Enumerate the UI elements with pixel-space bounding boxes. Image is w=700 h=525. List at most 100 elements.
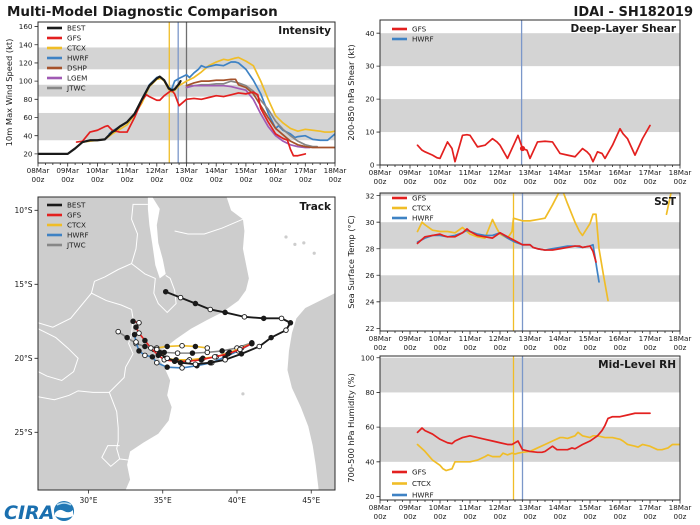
country-border: [174, 218, 244, 235]
svg-text:GFS: GFS: [412, 25, 427, 34]
svg-text:00z: 00z: [584, 343, 597, 352]
svg-text:00z: 00z: [210, 175, 223, 184]
svg-text:14Mar: 14Mar: [549, 168, 572, 177]
svg-text:00z: 00z: [644, 343, 657, 352]
svg-text:16Mar: 16Mar: [609, 168, 632, 177]
svg-text:16Mar: 16Mar: [609, 503, 632, 512]
landmass: [38, 197, 249, 490]
svg-text:00z: 00z: [374, 177, 387, 186]
svg-text:09Mar: 09Mar: [399, 168, 422, 177]
svg-text:00z: 00z: [374, 512, 387, 521]
track-marker: [268, 334, 274, 341]
svg-text:00z: 00z: [434, 512, 447, 521]
svg-text:GFS: GFS: [412, 194, 427, 203]
track-marker: [222, 357, 228, 363]
svg-text:09Mar: 09Mar: [399, 503, 422, 512]
svg-text:GFS: GFS: [67, 34, 82, 43]
track-marker: [198, 357, 205, 363]
track-marker: [142, 343, 148, 350]
intensity-title: Intensity: [278, 25, 331, 37]
svg-text:16Mar: 16Mar: [609, 334, 632, 343]
svg-text:45°E: 45°E: [302, 496, 320, 505]
svg-text:20: 20: [365, 492, 375, 501]
svg-text:08Mar: 08Mar: [369, 168, 392, 177]
svg-text:32: 32: [365, 191, 374, 200]
svg-text:14Mar: 14Mar: [205, 166, 228, 175]
svg-text:17Mar: 17Mar: [639, 503, 662, 512]
track-marker: [278, 315, 285, 322]
svg-text:LGEM: LGEM: [67, 74, 87, 83]
series-line-GFS: [416, 227, 597, 263]
svg-text:00z: 00z: [434, 343, 447, 352]
svg-text:12Mar: 12Mar: [489, 503, 512, 512]
svg-text:00z: 00z: [269, 175, 282, 184]
svg-text:17Mar: 17Mar: [294, 166, 317, 175]
track-marker: [207, 306, 214, 313]
track-marker: [115, 328, 121, 335]
track-marker: [154, 346, 160, 353]
track-marker: [164, 343, 170, 350]
svg-text:15Mar: 15Mar: [235, 166, 258, 175]
svg-text:11Mar: 11Mar: [459, 503, 482, 512]
series-line-GFS: [416, 124, 651, 163]
legend: GFS CTCX HWRF: [392, 468, 434, 500]
track-marker: [177, 359, 184, 366]
svg-text:HWRF: HWRF: [67, 231, 89, 240]
track-marker: [124, 334, 130, 341]
series-line-CTCX: [665, 193, 672, 216]
svg-text:CTCX: CTCX: [67, 44, 86, 53]
svg-text:00z: 00z: [404, 512, 417, 521]
track-marker: [189, 350, 196, 356]
svg-text:100: 100: [19, 77, 33, 86]
svg-text:15Mar: 15Mar: [579, 334, 602, 343]
svg-text:JTWC: JTWC: [66, 241, 86, 250]
svg-text:30: 30: [365, 218, 375, 227]
svg-text:11Mar: 11Mar: [116, 166, 139, 175]
series-line-CTCX: [416, 193, 609, 302]
svg-text:30: 30: [365, 62, 375, 71]
track-marker: [164, 364, 170, 370]
svg-text:00z: 00z: [434, 177, 447, 186]
svg-text:10Mar: 10Mar: [429, 168, 452, 177]
track-marker: [192, 300, 199, 307]
track-marker: [192, 343, 199, 350]
svg-text:00z: 00z: [299, 175, 312, 184]
svg-text:18Mar: 18Mar: [669, 168, 692, 177]
svg-text:13Mar: 13Mar: [519, 334, 542, 343]
track-marker: [149, 354, 156, 360]
island: [241, 392, 245, 396]
track-marker: [174, 350, 181, 356]
svg-text:140: 140: [19, 40, 33, 49]
track-marker: [164, 355, 170, 362]
svg-text:00z: 00z: [554, 343, 567, 352]
track-marker: [241, 314, 248, 320]
country-border: [131, 263, 177, 314]
svg-text:00z: 00z: [674, 343, 687, 352]
svg-text:00z: 00z: [494, 512, 507, 521]
svg-text:40: 40: [23, 131, 33, 140]
series-line-GFS: [416, 412, 651, 454]
svg-text:00z: 00z: [464, 512, 477, 521]
country-border: [101, 445, 120, 467]
island: [293, 242, 297, 246]
svg-text:100: 100: [361, 353, 375, 362]
svg-text:HWRF: HWRF: [67, 54, 89, 63]
svg-text:00z: 00z: [494, 177, 507, 186]
svg-text:17Mar: 17Mar: [639, 334, 662, 343]
svg-text:HWRF: HWRF: [412, 214, 434, 223]
track-marker: [211, 354, 218, 360]
island: [312, 251, 316, 255]
svg-text:18Mar: 18Mar: [669, 334, 692, 343]
category-band: [380, 357, 680, 393]
svg-text:09Mar: 09Mar: [56, 166, 79, 175]
track-marker: [219, 348, 225, 354]
track-marker: [157, 351, 163, 357]
svg-text:00z: 00z: [524, 343, 537, 352]
svg-text:10Mar: 10Mar: [429, 334, 452, 343]
svg-text:00z: 00z: [32, 175, 45, 184]
island: [284, 235, 288, 239]
track-marker: [237, 346, 243, 353]
svg-text:25°S: 25°S: [14, 428, 32, 437]
track-marker: [142, 352, 148, 359]
